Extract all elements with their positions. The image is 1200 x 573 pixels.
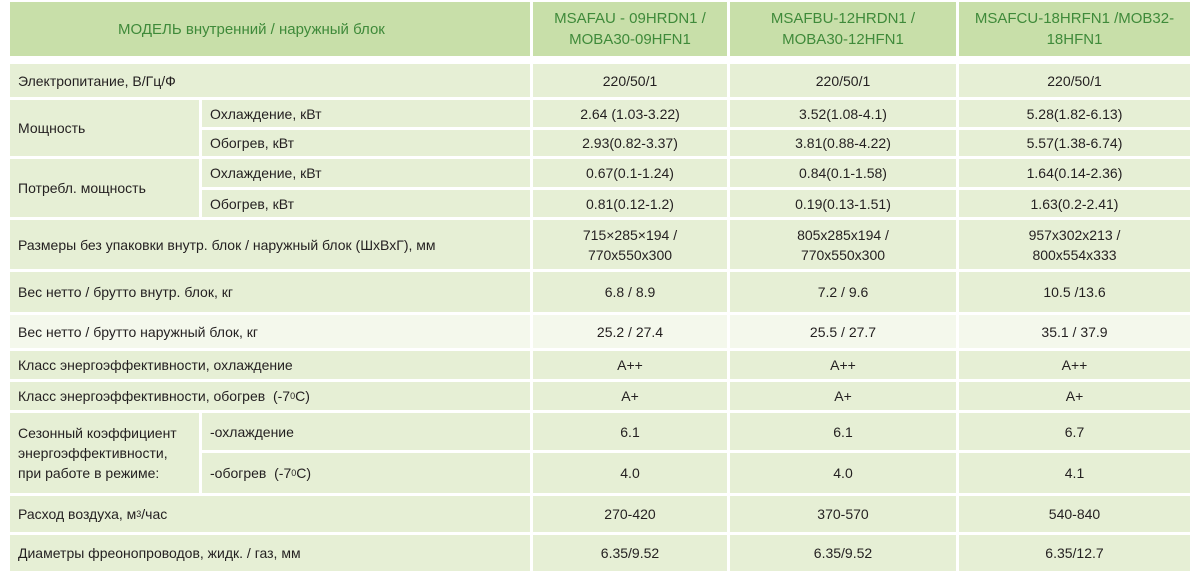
- capacity-heating-label: Обогрев, кВт: [202, 130, 530, 156]
- consumption-heating-value: 0.81(0.12-1.2): [533, 190, 727, 217]
- seasonal-cooling-value: 6.1: [533, 413, 727, 450]
- weight-outdoor-value: 25.2 / 27.4: [533, 315, 727, 348]
- dimensions-line1: 715×285×194 /: [582, 226, 678, 243]
- row-power-supply-label: Электропитание, В/Гц/Ф: [10, 64, 530, 97]
- consumption-heating-value: 1.63(0.2-2.41): [959, 190, 1190, 217]
- energy-cooling-value: A++: [959, 351, 1190, 379]
- airflow-label-text: Расход воздуха, м: [18, 506, 137, 522]
- consumption-cooling-label: Охлаждение, кВт: [202, 159, 530, 187]
- seasonal-label-line3: при работе в режиме:: [18, 465, 160, 481]
- dimensions-line1: 957x302x213 /: [1028, 226, 1121, 243]
- dimensions-value: 715×285×194 / 770x550x300: [533, 220, 727, 269]
- energy-heating-value: A+: [959, 382, 1190, 410]
- capacity-heating-value: 5.57(1.38-6.74): [959, 130, 1190, 156]
- seasonal-label-line2: энергоэффективности,: [18, 445, 168, 461]
- header-model-1: MSAFAU - 09HRDN1 / MOBA30-09HFN1: [533, 2, 727, 56]
- header-model-2-line1: MSAFBU-12HRDN1 /: [770, 10, 916, 27]
- dimensions-line2: 800x554x333: [1032, 246, 1117, 263]
- seasonal-cooling-label: -охлаждение: [202, 413, 530, 450]
- row-dimensions-label: Размеры без упаковки внутр. блок / наруж…: [10, 220, 530, 269]
- header-model-1-line1: MSAFAU - 09HRDN1 /: [554, 10, 706, 27]
- consumption-cooling-value: 0.67(0.1-1.24): [533, 159, 727, 187]
- header-title: МОДЕЛЬ внутренний / наружный блок: [10, 2, 530, 56]
- header-model-3-line1: MSAFCU-18HRFN1 /MOB32-: [974, 10, 1175, 27]
- pipes-value: 6.35/9.52: [730, 535, 956, 571]
- row-weight-outdoor-label: Вес нетто / брутто наружный блок, кг: [10, 315, 530, 348]
- energy-heating-value: A+: [730, 382, 956, 410]
- weight-outdoor-value: 35.1 / 37.9: [959, 315, 1190, 348]
- capacity-heating-value: 3.81(0.88-4.22): [730, 130, 956, 156]
- weight-indoor-value: 10.5 /13.6: [959, 272, 1190, 312]
- capacity-cooling-value: 3.52(1.08-4.1): [730, 100, 956, 127]
- seasonal-heating-value: 4.0: [533, 453, 727, 493]
- capacity-heating-value: 2.93(0.82-3.37): [533, 130, 727, 156]
- seasonal-heating-value: 4.1: [959, 453, 1190, 493]
- consumption-cooling-value: 1.64(0.14-2.36): [959, 159, 1190, 187]
- header-model-1-line2: MOBA30-09HFN1: [569, 31, 691, 48]
- weight-indoor-value: 6.8 / 8.9: [533, 272, 727, 312]
- header-model-3: MSAFCU-18HRFN1 /MOB32- 18HFN1: [959, 2, 1190, 56]
- consumption-heating-label: Обогрев, кВт: [202, 190, 530, 217]
- power-supply-value: 220/50/1: [533, 64, 727, 97]
- energy-cooling-value: A++: [730, 351, 956, 379]
- dimensions-line2: 770x550x300: [587, 246, 673, 263]
- row-energy-heating-label: Класс энергоэффективности, обогрев (-7 0 С…: [10, 382, 530, 410]
- header-model-3-line2: 18HFN1: [1046, 31, 1103, 48]
- header-model-2: MSAFBU-12HRDN1 / MOBA30-12HFN1: [730, 2, 956, 56]
- dimensions-value: 957x302x213 / 800x554x333: [959, 220, 1190, 269]
- row-capacity-label: Мощность: [10, 100, 199, 156]
- airflow-value: 370-570: [730, 496, 956, 532]
- weight-outdoor-value: 25.5 / 27.7: [730, 315, 956, 348]
- dimensions-value: 805x285x194 / 770x550x300: [730, 220, 956, 269]
- seasonal-heating-label-text: -обогрев (-7: [210, 465, 292, 481]
- row-weight-indoor-label: Вес нетто / брутто внутр. блок, кг: [10, 272, 530, 312]
- seasonal-cooling-value: 6.1: [730, 413, 956, 450]
- airflow-value: 540-840: [959, 496, 1190, 532]
- power-supply-value: 220/50/1: [959, 64, 1190, 97]
- seasonal-label-line1: Сезонный коэффициент: [18, 425, 177, 441]
- pipes-value: 6.35/9.52: [533, 535, 727, 571]
- energy-heating-label-text: Класс энергоэффективности, обогрев (-7: [18, 388, 291, 404]
- capacity-cooling-value: 2.64 (1.03-3.22): [533, 100, 727, 127]
- airflow-label-unit: /час: [141, 506, 168, 522]
- weight-indoor-value: 7.2 / 9.6: [730, 272, 956, 312]
- row-airflow-label: Расход воздуха, м 3/час: [10, 496, 530, 532]
- row-energy-cooling-label: Класс энергоэффективности, охлаждение: [10, 351, 530, 379]
- consumption-heating-value: 0.19(0.13-1.51): [730, 190, 956, 217]
- seasonal-heating-label-unit: С): [296, 465, 312, 481]
- capacity-cooling-label: Охлаждение, кВт: [202, 100, 530, 127]
- seasonal-heating-value: 4.0: [730, 453, 956, 493]
- header-model-2-line2: MOBA30-12HFN1: [782, 31, 904, 48]
- seasonal-cooling-value: 6.7: [959, 413, 1190, 450]
- row-seasonal-label: Сезонный коэффициент энергоэффективности…: [10, 413, 199, 493]
- airflow-value: 270-420: [533, 496, 727, 532]
- row-consumption-label: Потребл. мощность: [10, 159, 199, 217]
- energy-heating-value: A+: [533, 382, 727, 410]
- pipes-value: 6.35/12.7: [959, 535, 1190, 571]
- power-supply-value: 220/50/1: [730, 64, 956, 97]
- seasonal-heating-label: -обогрев (-7 0 С): [202, 453, 530, 493]
- row-pipes-label: Диаметры фреонопроводов, жидк. / газ, мм: [10, 535, 530, 571]
- consumption-cooling-value: 0.84(0.1-1.58): [730, 159, 956, 187]
- capacity-cooling-value: 5.28(1.82-6.13): [959, 100, 1190, 127]
- dimensions-line2: 770x550x300: [800, 246, 886, 263]
- energy-heating-label-unit: С): [295, 388, 310, 404]
- dimensions-line1: 805x285x194 /: [797, 226, 889, 243]
- energy-cooling-value: A++: [533, 351, 727, 379]
